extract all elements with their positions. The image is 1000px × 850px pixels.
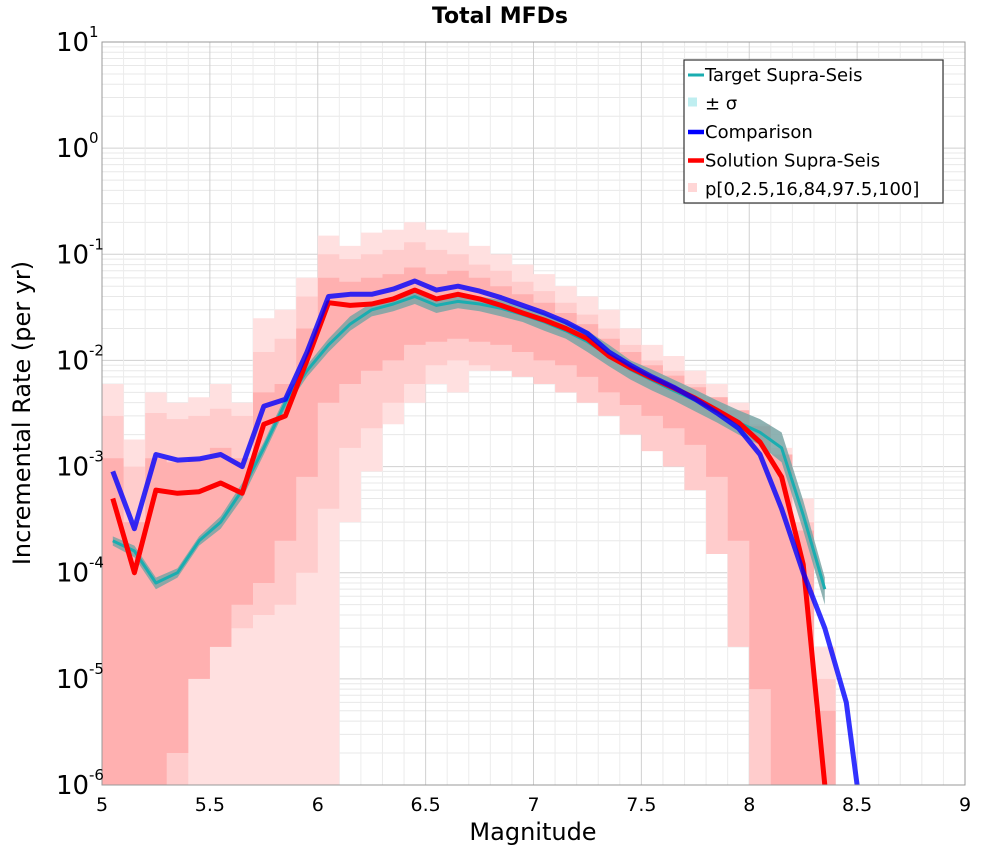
series-line-comparison bbox=[110, 278, 860, 785]
series-lines bbox=[110, 278, 860, 785]
x-axis-label: Magnitude bbox=[469, 818, 596, 846]
y-tick-exponent: -2 bbox=[89, 341, 104, 359]
legend-label: ± σ bbox=[705, 94, 737, 115]
band-sigma bbox=[112, 289, 825, 605]
y-tick-exponent: -5 bbox=[89, 660, 104, 678]
legend: Target Supra-Seis ± σ Comparison Solution S… bbox=[683, 59, 944, 204]
y-tick-label: 10 bbox=[56, 28, 89, 58]
x-tick-labels: 5 5.5 6 6.5 7 7.5 8 8.5 9 bbox=[96, 794, 971, 816]
y-tick-exponent: -6 bbox=[89, 766, 104, 784]
x-tick-label: 9 bbox=[959, 794, 971, 816]
y-tick-label: 10 bbox=[56, 453, 89, 483]
y-tick-exponent: -3 bbox=[89, 448, 104, 466]
x-tick-label: 7 bbox=[527, 794, 539, 816]
legend-label: Comparison bbox=[705, 122, 813, 143]
x-tick-label: 6 bbox=[312, 794, 324, 816]
x-tick-label: 8 bbox=[743, 794, 755, 816]
x-tick-label: 5 bbox=[96, 794, 108, 816]
legend-label: Target Supra-Seis bbox=[704, 65, 862, 86]
y-axis-label: Incremental Rate (per yr) bbox=[8, 261, 36, 565]
x-tick-label: 7.5 bbox=[626, 794, 656, 816]
legend-label: Solution Supra-Seis bbox=[705, 151, 880, 172]
chart-title: Total MFDs bbox=[432, 4, 568, 29]
y-tick-label: 10 bbox=[56, 134, 89, 164]
legend-swatch bbox=[688, 183, 697, 192]
y-tick-label: 10 bbox=[56, 559, 89, 589]
y-tick-exponent: -1 bbox=[89, 235, 104, 253]
legend-box bbox=[683, 59, 944, 204]
x-tick-label: 6.5 bbox=[411, 794, 441, 816]
y-tick-label: 10 bbox=[56, 240, 89, 270]
x-tick-label: 8.5 bbox=[842, 794, 872, 816]
legend-swatch bbox=[688, 97, 697, 107]
y-tick-label: 10 bbox=[56, 665, 89, 695]
y-tick-label: 10 bbox=[56, 346, 89, 376]
y-tick-exponent: 0 bbox=[89, 129, 99, 147]
y-tick-exponent: 1 bbox=[89, 23, 99, 41]
y-tick-label: 10 bbox=[56, 771, 89, 801]
y-tick-exponent: -4 bbox=[89, 554, 104, 572]
x-tick-label: 5.5 bbox=[195, 794, 225, 816]
plot-frame bbox=[101, 41, 966, 786]
legend-label: p[0,2.5,16,84,97.5,100] bbox=[705, 179, 919, 200]
